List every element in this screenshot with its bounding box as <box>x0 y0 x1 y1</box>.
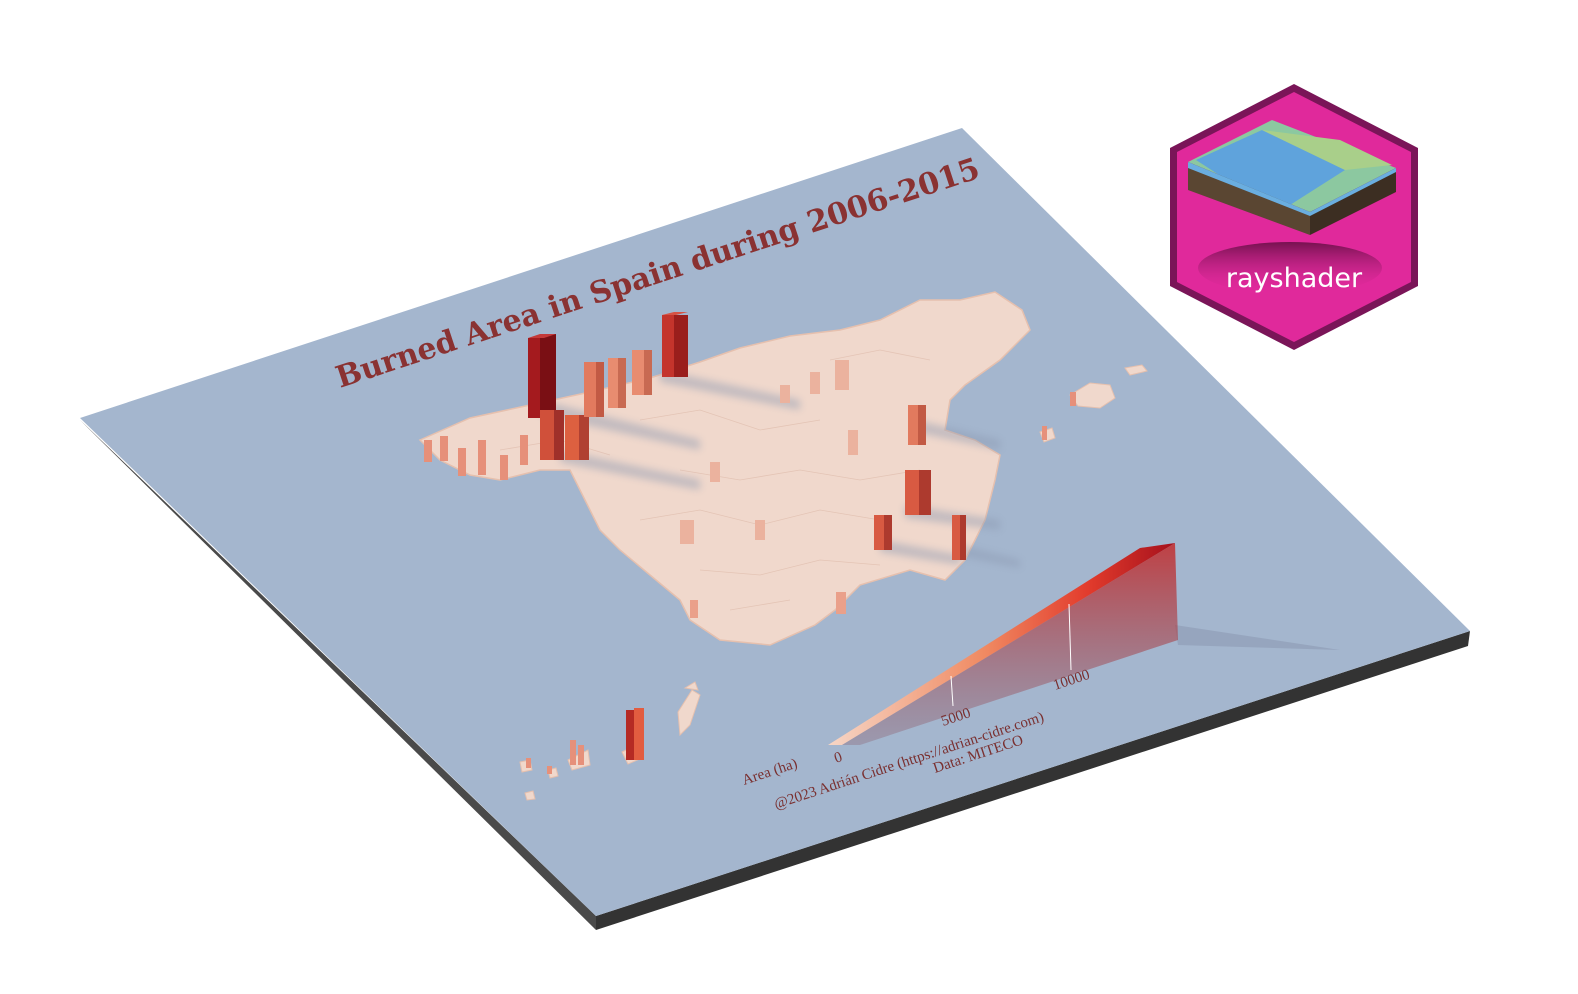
land-surface <box>418 291 1031 646</box>
bar-galicia-tall <box>528 334 556 418</box>
bar-valencia <box>905 470 931 515</box>
el-hierro <box>524 790 536 801</box>
legend-wedge-face <box>842 543 1178 745</box>
lanzarote <box>683 681 699 691</box>
bar-canary-tall <box>626 708 644 760</box>
legend-tick-5000 <box>950 675 954 707</box>
bar-canary-small <box>526 740 584 774</box>
balearic-islands <box>1039 364 1148 443</box>
legend-tick-10000 <box>1068 603 1072 671</box>
menorca <box>1124 364 1148 376</box>
board-edge-right <box>596 631 1470 930</box>
fuerteventura <box>677 689 701 737</box>
bar-murcia <box>952 515 966 560</box>
board-edge-left <box>80 420 596 930</box>
bar-aragon <box>908 405 926 445</box>
bar-galicia-2 <box>540 410 564 460</box>
badge-block-shadow <box>1198 242 1382 294</box>
spain-mainland <box>418 291 1031 646</box>
legend: Area (ha) 0 5000 10000 <box>740 543 1340 789</box>
legend-wedge-top <box>828 543 1175 745</box>
bar-andalucia <box>690 592 846 618</box>
bar-shadows <box>540 370 1020 568</box>
terrain-block-icon <box>1188 120 1396 235</box>
bar-balearic <box>1042 392 1076 440</box>
bar-castilla <box>874 515 892 550</box>
bar-asturias-tall <box>662 312 688 377</box>
bar-galicia-4 <box>584 362 604 417</box>
bar-galicia-6 <box>632 350 652 395</box>
bar-west-small <box>424 435 528 480</box>
bar-galicia-5 <box>608 358 626 408</box>
rayshader-badge: rayshader <box>1170 84 1418 350</box>
bar-central-small <box>680 360 858 544</box>
badge-label: rayshader <box>1226 263 1363 294</box>
mallorca <box>1069 382 1116 409</box>
bar-galicia-3 <box>565 415 589 460</box>
burned-area-bars <box>424 312 1076 774</box>
legend-shadow <box>1175 625 1340 650</box>
